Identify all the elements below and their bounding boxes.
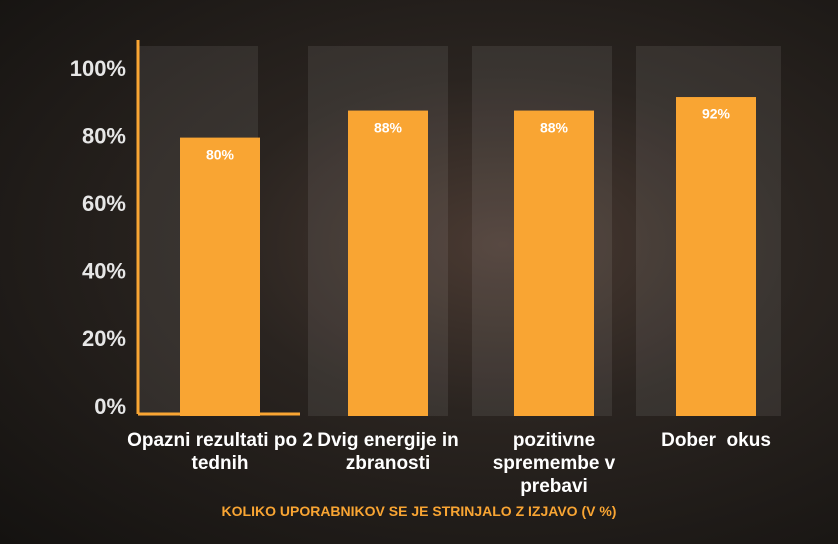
bar (514, 110, 594, 416)
x-tick-label: Dvig energije in zbranosti (317, 430, 465, 474)
y-tick-label: 0% (94, 394, 126, 419)
bar (180, 137, 260, 416)
value-label: 88% (540, 119, 569, 135)
value-label: 80% (206, 146, 235, 162)
x-tick-label: pozitivne spremembe v prebavi (492, 430, 621, 497)
y-tick-label: 20% (82, 326, 126, 351)
x-axis-label: KOLIKO UPORABNIKOV SE JE STRINJALO Z IZJ… (221, 503, 617, 519)
bar (348, 110, 428, 416)
y-tick-label: 80% (82, 123, 126, 148)
y-tick-label: 40% (82, 259, 126, 284)
value-label: 88% (374, 119, 403, 135)
y-tick-label: 100% (70, 56, 126, 81)
x-tick-label: Dober okus (661, 430, 771, 451)
value-label: 92% (702, 106, 731, 122)
y-tick-label: 60% (82, 191, 126, 216)
x-tick-label: Opazni rezultati po 2 tednih (127, 430, 319, 474)
bar (676, 97, 756, 416)
